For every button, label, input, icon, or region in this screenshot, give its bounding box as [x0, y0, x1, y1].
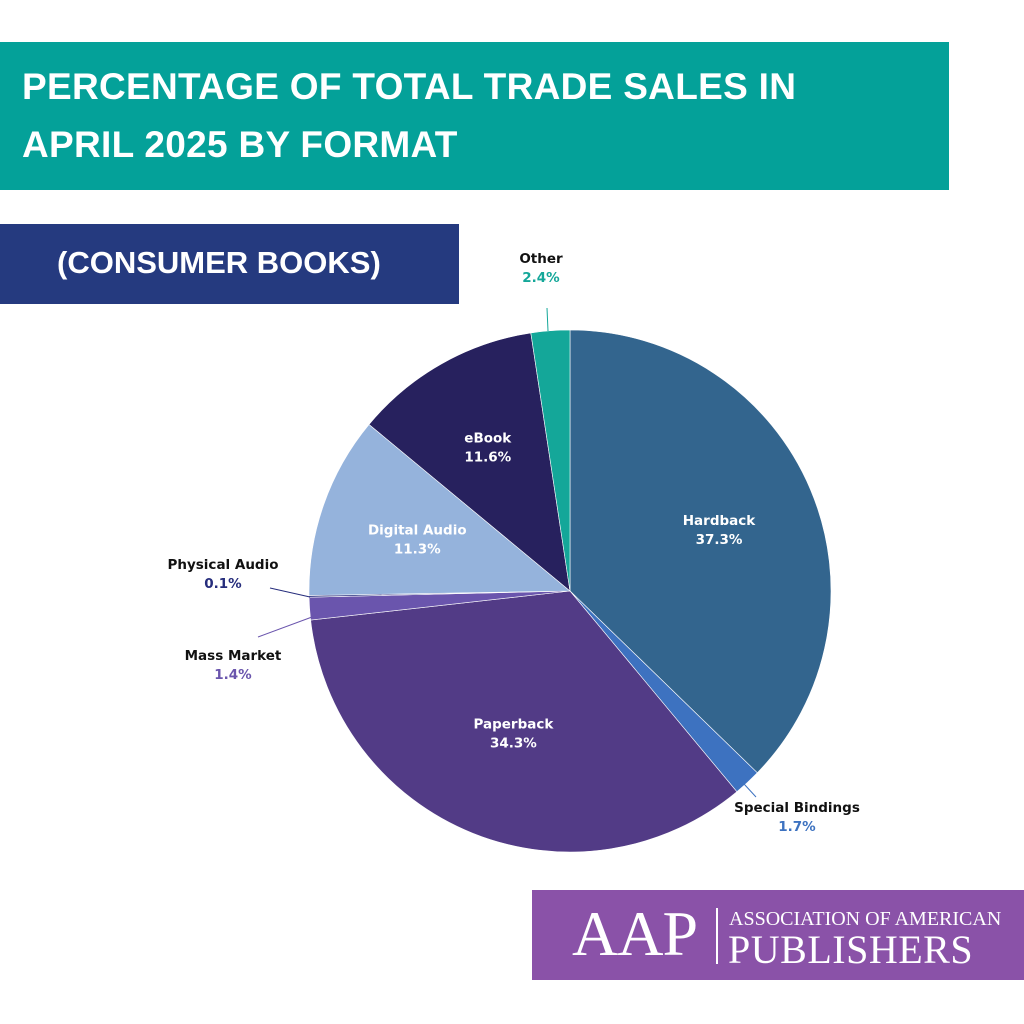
- slice-value-other: 2.4%: [522, 270, 560, 286]
- logo-org-line-2: PUBLISHERS: [728, 927, 974, 972]
- chart-title-line-1: PERCENTAGE OF TOTAL TRADE SALES IN: [22, 66, 797, 107]
- leader-line-special-bindings: [732, 771, 757, 798]
- title-banner: PERCENTAGE OF TOTAL TRADE SALES IN APRIL…: [0, 42, 949, 190]
- leader-line-other: [546, 307, 549, 332]
- logo-org-line-1: ASSOCIATION OF AMERICAN: [729, 908, 1002, 930]
- pie-slice-paperback: [310, 590, 738, 853]
- pie-labels: Hardback 37.3% Special Bindings 1.7% Paperba…: [167, 251, 859, 835]
- logo-divider: [716, 908, 718, 964]
- slice-value-digital-audio: 11.3%: [394, 541, 441, 557]
- slice-label-hardback: Hardback: [683, 513, 757, 529]
- slice-value-paperback: 34.3%: [490, 735, 537, 751]
- slice-value-ebook: 11.6%: [464, 450, 511, 466]
- pie-slice-hardback: [569, 329, 832, 774]
- slice-label-mass-market: Mass Market: [185, 648, 282, 664]
- slice-label-digital-audio: Digital Audio: [368, 522, 467, 538]
- slice-label-other: Other: [519, 251, 563, 267]
- aap-logo: AAP ASSOCIATION OF AMERICAN PUBLISHERS: [532, 890, 1024, 980]
- chart-subtitle: (CONSUMER BOOKS): [57, 245, 381, 280]
- leader-line-mass-market: [257, 616, 313, 638]
- slice-value-hardback: 37.3%: [696, 532, 743, 548]
- slice-value-mass-market: 1.4%: [214, 667, 252, 683]
- slice-value-special-bindings: 1.7%: [778, 819, 816, 835]
- pie-slices: [308, 329, 832, 853]
- pie-slice-ebook: [368, 332, 571, 592]
- slice-label-physical-audio: Physical Audio: [167, 557, 278, 573]
- slice-label-ebook: eBook: [464, 431, 512, 447]
- leader-line-physical-audio: [269, 587, 311, 598]
- pie-slice-other: [530, 329, 571, 592]
- slice-label-paperback: Paperback: [473, 716, 554, 732]
- slice-label-special-bindings: Special Bindings: [734, 800, 860, 816]
- slice-value-physical-audio: 0.1%: [204, 576, 242, 592]
- logo-mark: AAP: [572, 898, 698, 969]
- pie-slice-digital-audio: [308, 424, 571, 596]
- subtitle-banner: (CONSUMER BOOKS): [0, 224, 459, 304]
- chart-title-line-2: APRIL 2025 BY FORMAT: [22, 124, 458, 165]
